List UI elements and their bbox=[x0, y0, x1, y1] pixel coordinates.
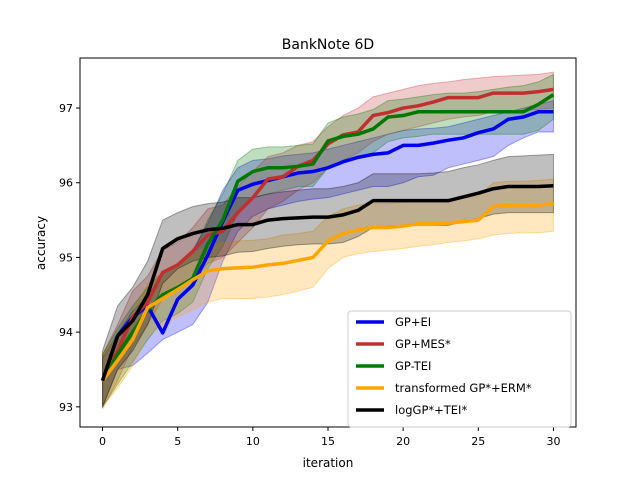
y-tick-label: 93 bbox=[59, 401, 73, 414]
legend-box bbox=[347, 310, 572, 428]
y-tick-label: 97 bbox=[59, 102, 73, 115]
y-axis-label: accuracy bbox=[34, 216, 48, 270]
chart-title: BankNote 6D bbox=[282, 37, 374, 53]
line-loggp-tei bbox=[100, 183, 554, 382]
legend-label-transformed-gp-erm: transformed GP*+ERM* bbox=[395, 381, 532, 395]
legend-label-gp-mes: GP+MES* bbox=[395, 337, 451, 351]
band-loggp-tei bbox=[102, 153, 554, 408]
series-lines bbox=[100, 87, 555, 382]
line-transformed-gp-erm bbox=[101, 201, 554, 382]
x-tick-label: 20 bbox=[396, 435, 410, 448]
y-axis: 93 94 95 96 97 bbox=[59, 102, 80, 414]
legend-label-gp-ei: GP+EI bbox=[395, 315, 431, 329]
y-tick-label: 94 bbox=[59, 326, 73, 339]
x-tick-label: 30 bbox=[546, 435, 560, 448]
legend-label-gp-tei: GP-TEI bbox=[395, 359, 431, 373]
legend: GP+EI GP+MES* GP-TEI transformed GP*+ERM* lo… bbox=[347, 310, 572, 428]
x-tick-label: 10 bbox=[246, 435, 260, 448]
x-axis-label: iteration bbox=[303, 456, 354, 470]
y-tick-label: 96 bbox=[59, 177, 73, 190]
x-axis: 0 5 10 15 20 25 30 bbox=[99, 427, 560, 448]
line-gp-ei bbox=[100, 110, 554, 382]
x-tick-label: 15 bbox=[321, 435, 335, 448]
legend-label-loggp-tei: logGP*+TEI* bbox=[395, 403, 467, 417]
x-tick-label: 25 bbox=[471, 435, 485, 448]
y-tick-label: 95 bbox=[59, 251, 73, 264]
x-tick-label: 5 bbox=[174, 435, 181, 448]
band-transformed-gp-erm bbox=[102, 178, 554, 409]
line-gp-tei bbox=[101, 93, 555, 382]
x-tick-label: 0 bbox=[99, 435, 106, 448]
